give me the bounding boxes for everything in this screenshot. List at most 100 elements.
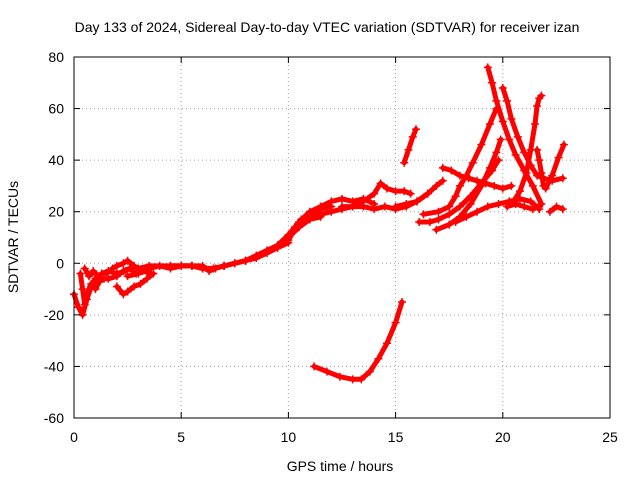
series-line bbox=[433, 137, 504, 233]
data-point bbox=[526, 197, 535, 206]
series-arc-25 bbox=[483, 63, 546, 208]
data-point bbox=[166, 261, 175, 270]
data-point bbox=[198, 264, 207, 273]
data-point bbox=[348, 202, 357, 211]
data-point bbox=[220, 261, 229, 270]
data-point bbox=[466, 199, 475, 208]
y-tick-label: 20 bbox=[48, 204, 64, 220]
data-point bbox=[316, 202, 325, 211]
data-point bbox=[415, 218, 424, 227]
data-point bbox=[74, 303, 83, 312]
data-point bbox=[252, 251, 261, 260]
data-point bbox=[327, 207, 336, 216]
y-tick-label: -20 bbox=[44, 307, 64, 323]
data-point bbox=[262, 246, 271, 255]
data-point bbox=[503, 202, 512, 211]
data-point bbox=[511, 150, 520, 159]
data-point bbox=[455, 171, 464, 180]
data-point bbox=[295, 218, 304, 227]
data-point bbox=[338, 194, 346, 203]
data-point bbox=[316, 210, 325, 219]
x-tick-label: 15 bbox=[388, 429, 404, 445]
series-arc-28 bbox=[503, 199, 544, 214]
data-point bbox=[434, 215, 443, 224]
data-point bbox=[230, 259, 239, 268]
series-arc-19 bbox=[391, 176, 447, 211]
data-point bbox=[112, 272, 121, 281]
y-tick-label: 60 bbox=[48, 101, 64, 117]
data-point bbox=[108, 264, 117, 273]
data-point bbox=[119, 259, 128, 268]
data-point bbox=[112, 261, 121, 270]
data-point bbox=[374, 354, 383, 363]
data-point bbox=[400, 187, 409, 196]
grid bbox=[74, 57, 610, 418]
series-arc-17 bbox=[310, 297, 407, 384]
data-point bbox=[142, 274, 151, 283]
data-point bbox=[528, 205, 537, 214]
data-point bbox=[80, 264, 89, 273]
x-tick-label: 0 bbox=[70, 429, 78, 445]
data-point bbox=[376, 179, 385, 188]
data-point bbox=[503, 96, 512, 105]
y-tick-label: -60 bbox=[44, 410, 64, 426]
data-point bbox=[155, 261, 164, 270]
data-point bbox=[485, 163, 494, 172]
data-point bbox=[273, 241, 282, 250]
data-point bbox=[380, 202, 389, 211]
data-point bbox=[432, 225, 441, 234]
data-point bbox=[498, 117, 507, 126]
data-point bbox=[123, 256, 132, 265]
data-point bbox=[359, 197, 368, 206]
data-point bbox=[134, 264, 143, 273]
data-point bbox=[447, 166, 456, 175]
data-point bbox=[537, 91, 546, 100]
data-point bbox=[310, 362, 319, 371]
series-arc-23 bbox=[438, 163, 516, 193]
data-point bbox=[445, 202, 454, 211]
data-point bbox=[528, 181, 537, 190]
data-point bbox=[558, 205, 567, 214]
data-point bbox=[492, 96, 501, 105]
data-point bbox=[455, 202, 464, 211]
data-point bbox=[76, 269, 85, 278]
data-point bbox=[338, 202, 346, 211]
y-tick-label: 80 bbox=[48, 49, 64, 65]
data-point bbox=[391, 318, 400, 327]
data-point bbox=[545, 207, 554, 216]
data-point bbox=[468, 158, 477, 167]
data-point bbox=[473, 176, 482, 185]
y-axis-label: SDTVAR / TECUs bbox=[5, 181, 21, 293]
data-point bbox=[391, 187, 400, 196]
data-point bbox=[177, 261, 186, 270]
data-point bbox=[370, 205, 379, 214]
data-point bbox=[402, 199, 411, 208]
y-tick-label: 40 bbox=[48, 152, 64, 168]
data-point bbox=[241, 256, 250, 265]
data-point bbox=[533, 101, 542, 110]
data-point bbox=[102, 269, 111, 278]
x-tick-label: 10 bbox=[281, 429, 297, 445]
data-point bbox=[445, 210, 454, 219]
data-point bbox=[398, 297, 407, 306]
data-point bbox=[438, 176, 447, 185]
data-point bbox=[498, 83, 507, 92]
data-point bbox=[305, 212, 314, 221]
data-point bbox=[488, 78, 497, 87]
data-point bbox=[400, 158, 409, 167]
y-axis-ticks: -60 -40 -20 0 20 40 60 80 bbox=[44, 49, 610, 426]
data-point bbox=[511, 199, 520, 208]
data-point bbox=[406, 189, 415, 198]
data-point bbox=[434, 207, 443, 216]
data-point bbox=[78, 285, 87, 294]
data-point bbox=[498, 184, 507, 193]
data-point bbox=[145, 261, 154, 270]
data-point bbox=[112, 282, 121, 291]
data-point bbox=[130, 282, 139, 291]
data-point bbox=[520, 148, 529, 157]
series-arc-30 bbox=[545, 202, 567, 216]
data-point bbox=[522, 169, 531, 178]
data-point bbox=[136, 279, 145, 288]
data-point bbox=[554, 153, 563, 162]
